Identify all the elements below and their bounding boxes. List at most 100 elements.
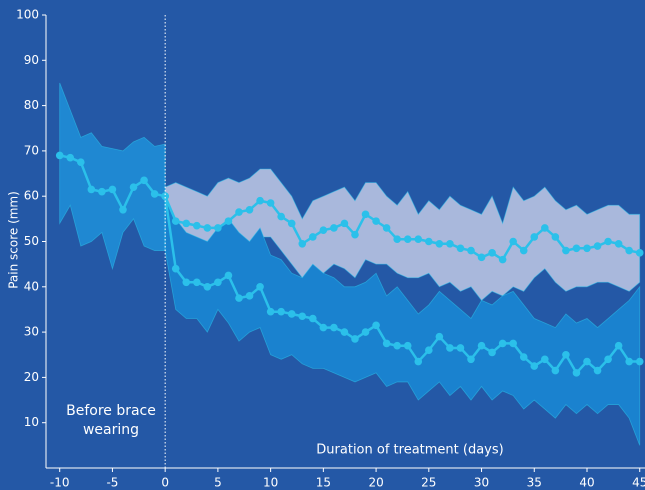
data-point — [467, 355, 475, 364]
data-point — [498, 339, 507, 348]
data-point — [456, 244, 465, 253]
data-point — [382, 224, 391, 232]
data-point — [214, 278, 222, 287]
x-tick-label: 20 — [368, 476, 383, 490]
data-point — [361, 210, 370, 219]
data-point — [319, 323, 328, 332]
x-tick-label: 35 — [527, 476, 542, 490]
data-point — [77, 158, 85, 167]
data-point — [161, 192, 169, 200]
data-point — [414, 235, 423, 244]
data-point — [604, 237, 612, 246]
y-tick-label: 100 — [16, 8, 39, 22]
x-axis-label: Duration of treatment (days) — [316, 443, 503, 458]
data-point — [319, 226, 328, 234]
data-point — [519, 353, 528, 361]
data-point — [393, 235, 401, 244]
annotation: wearing — [83, 422, 139, 438]
bands — [59, 82, 641, 446]
data-point — [129, 183, 138, 191]
data-point — [572, 244, 581, 253]
data-point — [467, 246, 475, 255]
data-point — [435, 332, 444, 341]
data-point — [266, 307, 275, 316]
data-point — [593, 366, 602, 375]
data-point — [330, 323, 338, 332]
data-point — [519, 246, 528, 255]
data-point — [498, 255, 507, 264]
data-point — [309, 314, 317, 323]
data-point — [287, 219, 296, 228]
x-tick-label: 40 — [579, 476, 594, 490]
x-tick-label: 10 — [263, 476, 278, 490]
data-point — [488, 348, 496, 357]
x-tick-label: 30 — [474, 476, 489, 490]
data-point — [266, 199, 275, 207]
y-tick-label: 50 — [24, 234, 39, 248]
data-point — [330, 224, 338, 232]
data-point — [203, 224, 212, 232]
y-tick-label: 90 — [24, 53, 39, 67]
data-point — [55, 151, 64, 160]
x-tick-label: 45 — [632, 476, 645, 490]
data-point — [614, 341, 623, 350]
annotation: Before brace — [66, 403, 156, 419]
data-point — [193, 278, 201, 287]
x-tick-label: -10 — [50, 476, 70, 490]
x-tick-label: 5 — [214, 476, 222, 490]
data-point — [572, 369, 581, 377]
data-point — [583, 244, 591, 253]
data-point — [224, 271, 233, 280]
data-point — [245, 205, 254, 214]
data-point — [351, 230, 359, 239]
data-point — [625, 357, 633, 366]
data-point — [446, 239, 454, 248]
confidence-band — [164, 196, 641, 446]
data-point — [298, 239, 307, 248]
data-point — [340, 328, 349, 336]
data-point — [245, 292, 254, 300]
data-point — [372, 217, 380, 225]
data-point — [562, 246, 570, 255]
data-point — [635, 249, 644, 257]
data-point — [66, 153, 75, 162]
data-point — [171, 264, 180, 273]
data-point — [477, 253, 486, 262]
data-point — [403, 235, 412, 244]
data-point — [287, 310, 296, 318]
y-axis-label: Pain score (mm) — [7, 191, 21, 289]
y-tick-label: 60 — [24, 189, 39, 203]
data-point — [382, 339, 391, 348]
lines — [55, 151, 644, 377]
data-point — [182, 219, 191, 228]
data-point — [372, 321, 380, 330]
data-point — [351, 335, 359, 343]
data-point — [224, 217, 233, 225]
data-point — [87, 185, 96, 194]
data-point — [541, 355, 549, 364]
data-point — [446, 344, 454, 352]
data-point — [456, 344, 465, 352]
data-point — [256, 196, 264, 205]
data-point — [477, 341, 486, 350]
data-point — [551, 366, 560, 375]
data-point — [309, 233, 317, 241]
data-point — [541, 224, 549, 232]
x-tick-label: -5 — [106, 476, 118, 490]
data-point — [298, 312, 307, 321]
x-tick-label: 25 — [421, 476, 436, 490]
data-point — [150, 190, 159, 198]
x-tick-label: 15 — [316, 476, 331, 490]
y-tick-label: 80 — [24, 98, 39, 112]
data-point — [562, 350, 570, 359]
data-point — [203, 283, 212, 291]
data-point — [277, 212, 285, 221]
data-point — [235, 208, 243, 216]
data-point — [509, 237, 517, 246]
y-tick-label: 20 — [24, 370, 39, 384]
data-point — [171, 217, 180, 225]
data-point — [119, 205, 127, 214]
data-point — [425, 346, 433, 355]
data-point — [488, 249, 496, 257]
